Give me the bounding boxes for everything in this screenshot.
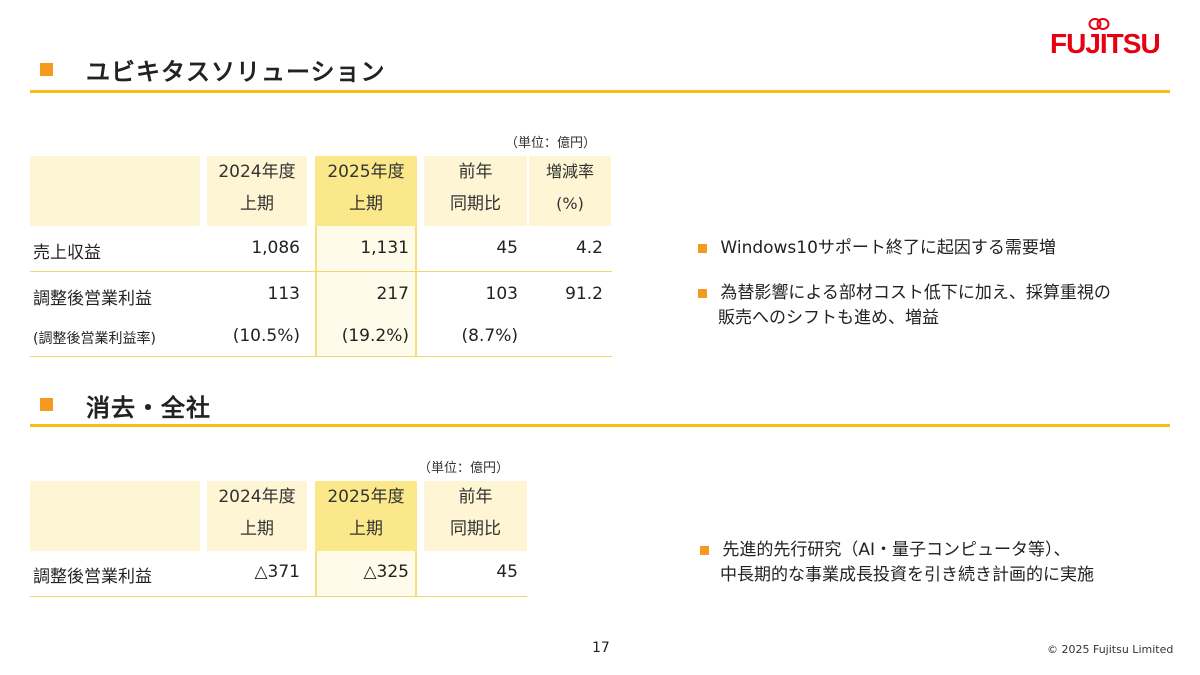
section-rule [30,424,1170,427]
header-2024: 2024年度 上期 [207,481,307,551]
bullet-item-continuation: 販売へのシフトも進め、増益 [718,308,939,328]
header-2024: 2024年度 上期 [207,156,307,226]
row-label-adjusted-op: 調整後営業利益 [33,289,152,309]
table-cell: 217 [376,284,409,304]
table-cell: △325 [363,562,409,582]
table-cell: (10.5%) [232,326,300,346]
unit-label: （単位：億円） [418,461,510,476]
row-divider [30,596,527,597]
page-number: 17 [592,640,610,656]
bullet-item: Windows10サポート終了に起因する需要増 [698,236,1056,261]
section-marker-icon [40,398,53,411]
table-cell: 1,086 [251,238,300,258]
row-divider [30,271,612,272]
unit-label: （単位：億円） [505,136,597,151]
table-cell: 45 [496,562,518,582]
table-cell: (8.7%) [461,326,518,346]
section-title-ubiquitous: ユビキタスソリューション [86,58,386,86]
table-cell: 103 [485,284,518,304]
header-label-blank [30,156,200,226]
bullet-square-icon [698,244,707,253]
section-marker-icon [40,63,53,76]
logo-text: FUJITSU [1050,28,1161,59]
header-2025: 2025年度 上期 [315,156,417,226]
header-label-blank [30,481,200,551]
bullet-item: 為替影響による部材コスト低下に加え、採算重視の [698,281,1111,306]
table-cell: (19.2%) [341,326,409,346]
table-cell: △371 [254,562,300,582]
row-label-adjusted-op: 調整後営業利益 [33,567,152,587]
table-cell: 113 [267,284,300,304]
row-label-margin: (調整後営業利益率) [33,331,156,347]
header-rate: 増減率 (%) [529,156,611,226]
bullet-square-icon [700,546,709,555]
table-cell: 45 [496,238,518,258]
table-cell: 1,131 [360,238,409,258]
table-cell: 4.2 [575,238,603,258]
table-cell: 91.2 [565,284,603,304]
section-rule [30,90,1170,93]
bullet-item: 先進的先行研究（AI・量子コンピュータ等）、 [700,538,1071,563]
logo-infinity-icon [1088,18,1110,30]
bullet-item-continuation: 中長期的な事業成長投資を引き続き計画的に実施 [720,565,1094,585]
header-2025: 2025年度 上期 [315,481,417,551]
fujitsu-logo: FUJITSU [1050,28,1161,60]
row-divider [30,356,612,357]
copyright: © 2025 Fujitsu Limited [1047,643,1174,656]
bullet-square-icon [698,289,707,298]
row-label-revenue: 売上収益 [33,243,101,263]
header-yoy: 前年 同期比 [424,481,527,551]
header-yoy: 前年 同期比 [424,156,527,226]
section-title-elimination: 消去・全社 [86,394,211,422]
